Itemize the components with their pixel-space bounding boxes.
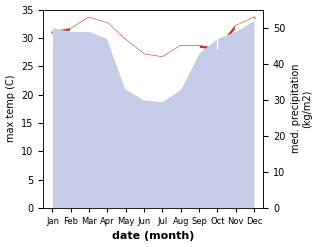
- Y-axis label: max temp (C): max temp (C): [5, 75, 16, 143]
- Y-axis label: med. precipitation
(kg/m2): med. precipitation (kg/m2): [291, 64, 313, 153]
- X-axis label: date (month): date (month): [112, 231, 194, 242]
